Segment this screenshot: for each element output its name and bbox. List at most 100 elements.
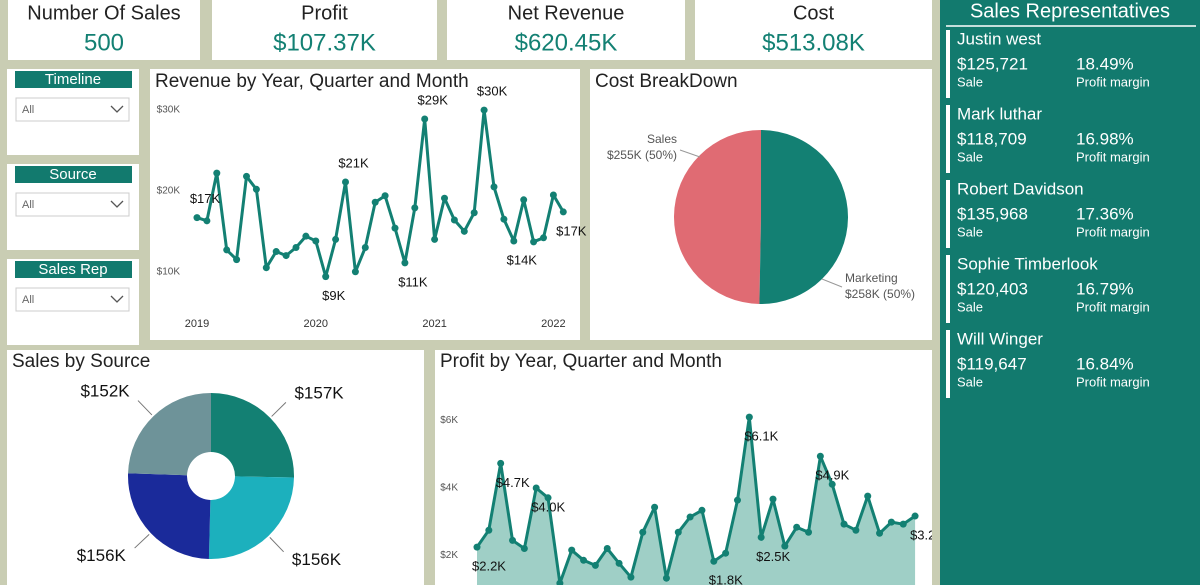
line-point bbox=[745, 413, 753, 421]
line-point bbox=[233, 256, 241, 264]
slicer-dropdown[interactable]: All bbox=[15, 287, 130, 312]
line-point bbox=[549, 191, 557, 199]
line-point bbox=[532, 484, 540, 492]
line-point bbox=[580, 556, 588, 564]
dropdown-value[interactable]: All bbox=[22, 294, 34, 306]
kpi-label: Profit bbox=[301, 2, 348, 24]
line-point bbox=[540, 234, 547, 242]
rep-sale-label: Sale bbox=[957, 374, 983, 389]
line-point bbox=[252, 185, 260, 193]
rep-margin: 17.36% bbox=[1076, 204, 1134, 223]
rep-sale: $120,403 bbox=[957, 279, 1028, 298]
line-point bbox=[828, 480, 836, 488]
kpi-card bbox=[212, 0, 437, 60]
slice-category: Sales bbox=[647, 132, 677, 146]
dropdown-value[interactable]: All bbox=[22, 199, 34, 211]
rep-name: Mark luthar bbox=[957, 104, 1042, 123]
data-label: $17K bbox=[556, 223, 587, 238]
kpi-label: Cost bbox=[793, 2, 835, 24]
line-point bbox=[312, 237, 320, 245]
kpi-label: Net Revenue bbox=[508, 2, 625, 24]
slicer-dropdown[interactable]: All bbox=[15, 192, 130, 217]
line-point bbox=[627, 573, 635, 581]
leader-line bbox=[679, 149, 701, 158]
dropdown-box[interactable] bbox=[15, 287, 130, 312]
line-path bbox=[475, 415, 916, 585]
rep-accent bbox=[946, 105, 950, 173]
data-label: $2.2K bbox=[472, 559, 506, 574]
line-point bbox=[556, 579, 564, 585]
line-point bbox=[769, 495, 777, 503]
rep-margin-label: Profit margin bbox=[1076, 149, 1150, 164]
x-tick-label: 2022 bbox=[541, 318, 565, 330]
rep-margin: 18.49% bbox=[1076, 54, 1134, 73]
rep-name: Sophie Timberlook bbox=[957, 254, 1098, 273]
dropdown-chevron[interactable] bbox=[110, 200, 124, 208]
reps-panel bbox=[940, 0, 1200, 585]
rep-name: Will Winger bbox=[957, 329, 1043, 348]
leader-line bbox=[134, 533, 150, 549]
chart-title: Sales by Source bbox=[12, 351, 150, 372]
line-point bbox=[332, 235, 340, 243]
line-point bbox=[223, 246, 231, 254]
line-point bbox=[876, 529, 884, 537]
line-point bbox=[213, 169, 221, 177]
line-point bbox=[193, 214, 201, 222]
leader-line bbox=[271, 402, 287, 417]
line-point bbox=[509, 536, 517, 544]
chart-title: Revenue by Year, Quarter and Month bbox=[155, 71, 469, 92]
line-point bbox=[793, 523, 801, 531]
slice-label: $152K bbox=[80, 381, 130, 400]
dropdown-box[interactable] bbox=[15, 192, 130, 217]
line-point bbox=[615, 559, 623, 567]
line-point bbox=[899, 520, 907, 528]
dropdown-value[interactable]: All bbox=[22, 104, 34, 116]
data-label: $3.2K bbox=[910, 527, 944, 542]
line-point bbox=[591, 561, 599, 569]
slicer-dropdown[interactable]: All bbox=[15, 97, 130, 122]
line-point bbox=[411, 204, 419, 212]
donut-slice bbox=[208, 476, 294, 560]
line-point bbox=[698, 506, 706, 514]
pie-slice bbox=[759, 130, 849, 305]
line-point bbox=[431, 235, 439, 243]
reps-title: Sales Representatives bbox=[970, 0, 1170, 22]
dropdown-chevron[interactable] bbox=[110, 295, 124, 303]
data-label: $29K bbox=[418, 92, 449, 107]
line-point bbox=[520, 196, 528, 204]
data-label: $2.5K bbox=[756, 549, 790, 564]
line-point bbox=[887, 518, 895, 526]
rep-margin-label: Profit margin bbox=[1076, 224, 1150, 239]
x-tick-label: 2019 bbox=[185, 318, 209, 330]
chart-title: Profit by Year, Quarter and Month bbox=[440, 351, 722, 372]
line-point bbox=[490, 183, 498, 191]
line-point bbox=[805, 528, 813, 536]
line-point bbox=[292, 244, 300, 251]
rep-sale-label: Sale bbox=[957, 149, 983, 164]
slice-label: $156K bbox=[292, 550, 342, 569]
y-tick-label: $10K bbox=[157, 266, 181, 277]
dropdown-chevron[interactable] bbox=[110, 105, 124, 113]
line-point bbox=[470, 209, 478, 217]
kpi-card bbox=[695, 0, 932, 60]
kpi-card bbox=[447, 0, 685, 60]
line-point bbox=[686, 513, 694, 521]
data-label: $9K bbox=[322, 288, 345, 303]
line-point bbox=[243, 172, 250, 180]
donut-slice bbox=[128, 393, 211, 476]
line-point bbox=[510, 237, 518, 245]
line-point bbox=[203, 217, 211, 225]
line-point bbox=[371, 198, 379, 206]
rep-margin-label: Profit margin bbox=[1076, 299, 1150, 314]
line-point bbox=[441, 194, 448, 202]
rep-sale-label: Sale bbox=[957, 299, 983, 314]
dropdown-box[interactable] bbox=[15, 97, 130, 122]
area-chart: $2K $4K $6K $2.2K $4.7K$4.0K $1.8K $6.1K $2.5K $… bbox=[440, 413, 944, 585]
slicer-header bbox=[15, 166, 132, 183]
kpi-card bbox=[8, 0, 200, 60]
line-point bbox=[272, 248, 280, 256]
line-point bbox=[911, 512, 919, 520]
line-point bbox=[674, 528, 682, 536]
